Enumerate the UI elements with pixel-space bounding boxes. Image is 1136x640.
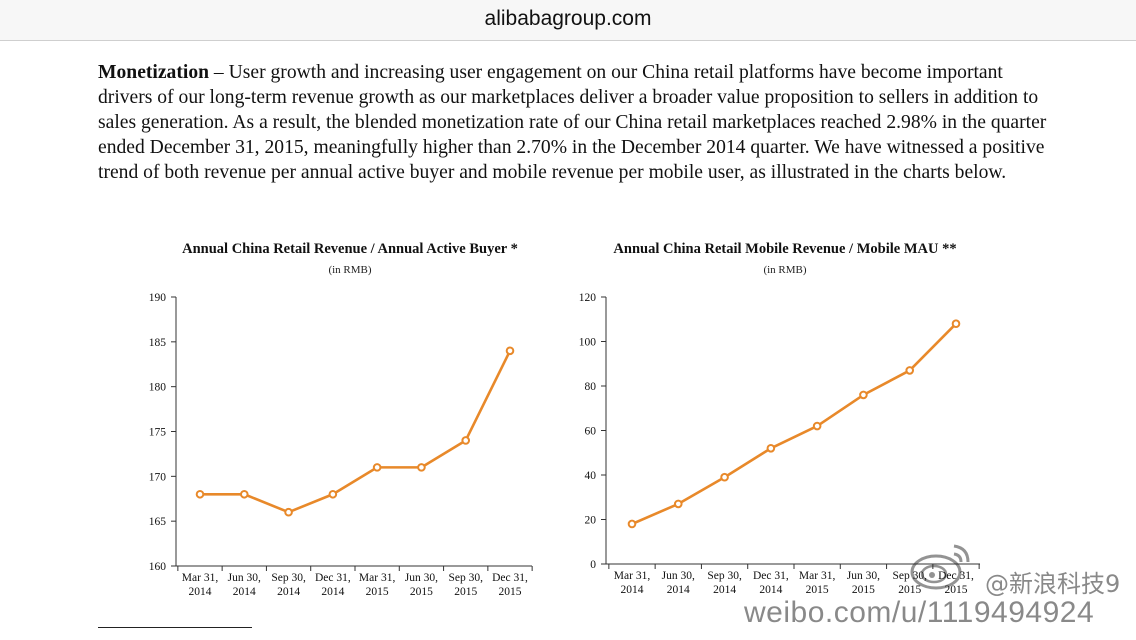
x-tick-label: Sep 30,	[271, 572, 306, 584]
x-tick-label: 2014	[233, 586, 256, 598]
x-tick-label: Sep 30,	[892, 570, 927, 582]
series-line	[200, 350, 512, 514]
y-tick-label: 80	[585, 381, 597, 393]
watermark-account-name: @新浪科技9	[985, 570, 1121, 598]
weibo-logo-icon	[910, 544, 970, 590]
data-point	[417, 463, 426, 472]
x-tick-label: 2014	[621, 584, 644, 596]
watermark-url: weibo.com/u/1119494924	[744, 596, 1095, 629]
x-tick-label: 2015	[945, 584, 968, 596]
data-point	[627, 519, 637, 529]
data-point	[720, 472, 729, 482]
y-tick-label: 100	[579, 337, 597, 349]
y-tick-label: 20	[585, 515, 597, 527]
article-paragraph: Monetization – User growth and increasin…	[98, 60, 1048, 185]
chart2-title: Annual China Retail Mobile Revenue / Mob…	[613, 241, 957, 257]
x-tick-label: 2014	[321, 586, 344, 598]
x-tick-label: 2015	[454, 586, 477, 598]
y-tick-label: 190	[149, 292, 167, 304]
x-tick-label: 2015	[366, 586, 389, 598]
y-tick-label: 60	[585, 426, 597, 438]
x-tick-label: 2015	[410, 586, 433, 598]
y-tick-label: 165	[149, 516, 167, 528]
x-tick-label: Mar 31,	[614, 570, 651, 582]
series-line	[631, 322, 957, 526]
data-point	[859, 390, 868, 400]
y-tick-label: 160	[149, 561, 167, 573]
x-tick-label: Mar 31,	[799, 570, 836, 582]
data-point	[905, 366, 915, 375]
x-tick-label: Sep 30,	[448, 572, 483, 584]
chart1-subtitle: (in RMB)	[328, 264, 372, 276]
x-tick-label: 2015	[806, 584, 829, 596]
y-tick-label: 40	[585, 470, 597, 482]
data-point	[766, 444, 776, 453]
data-point	[812, 421, 822, 431]
x-tick-label: Dec 31,	[492, 572, 528, 584]
chart1-title: Annual China Retail Revenue / Annual Act…	[182, 241, 518, 257]
data-point	[461, 436, 471, 445]
x-tick-label: Dec 31,	[753, 570, 789, 582]
data-point	[372, 463, 382, 472]
x-tick-label: Sep 30,	[707, 570, 742, 582]
x-tick-label: 2015	[852, 584, 875, 596]
y-tick-label: 0	[590, 559, 596, 571]
chart2-subtitle: (in RMB)	[763, 264, 807, 276]
paragraph-body: – User growth and increasing user engage…	[98, 62, 1047, 183]
y-tick-label: 175	[149, 427, 167, 439]
x-tick-label: 2014	[667, 584, 690, 596]
x-tick-label: 2015	[898, 584, 921, 596]
x-tick-label: Mar 31,	[359, 572, 396, 584]
x-tick-label: 2014	[277, 586, 300, 598]
paragraph-heading: Monetization	[98, 62, 210, 83]
x-tick-label: 2014	[189, 586, 212, 598]
x-tick-label: 2014	[759, 584, 782, 596]
browser-domain[interactable]: alibabagroup.com	[484, 7, 652, 30]
x-tick-label: Dec 31,	[315, 572, 351, 584]
x-tick-label: Jun 30,	[847, 570, 880, 582]
data-point	[328, 489, 338, 499]
data-point	[195, 489, 205, 499]
y-tick-label: 120	[579, 292, 597, 304]
x-tick-label: Jun 30,	[405, 572, 438, 584]
footnote-divider	[98, 627, 252, 628]
data-point	[673, 499, 683, 509]
data-point	[239, 489, 249, 499]
y-tick-label: 185	[149, 337, 167, 349]
x-tick-label: Jun 30,	[662, 570, 695, 582]
x-tick-label: 2015	[499, 586, 522, 598]
browser-address-bar[interactable]: alibabagroup.com	[0, 0, 1136, 41]
y-tick-label: 180	[149, 382, 167, 394]
x-tick-label: Jun 30,	[228, 572, 261, 584]
x-tick-label: Mar 31,	[182, 572, 219, 584]
data-point	[505, 346, 515, 356]
y-tick-label: 170	[149, 471, 167, 483]
data-point	[951, 319, 961, 329]
x-tick-label: 2014	[713, 584, 736, 596]
data-point	[284, 507, 293, 517]
